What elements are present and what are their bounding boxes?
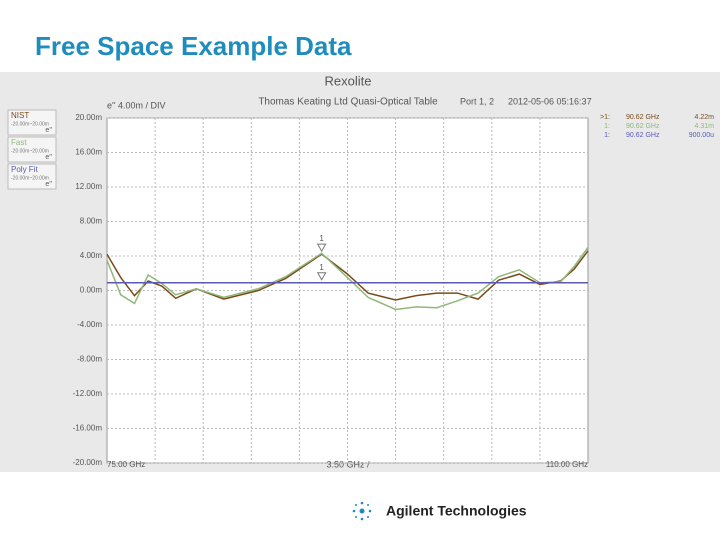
legend-format: e'' <box>45 127 52 134</box>
legend-box <box>7 136 57 163</box>
legend-scale: -20.00m~20.00m <box>11 121 49 127</box>
legend-name: NIST <box>11 111 29 120</box>
readout-id: 1: <box>604 132 610 139</box>
legend-box <box>7 163 57 190</box>
y-tick-label: 20.00m <box>75 113 102 122</box>
y-tick-label: -20.00m <box>73 458 103 467</box>
y-tick-label: 16.00m <box>75 148 102 157</box>
readout-value: 4.22m <box>695 114 715 121</box>
y-tick-label: 0.00m <box>80 286 103 295</box>
legend-box <box>7 109 57 136</box>
timestamp: 2012-05-06 05:16:37 <box>508 96 592 106</box>
chart-title: Rexolite <box>325 73 372 88</box>
x-tick-label: 75.00 GHz <box>107 460 145 469</box>
y-tick-label: 12.00m <box>75 182 102 191</box>
x-div-label: 3.50 GHz / <box>326 459 370 469</box>
marker-label: 1 <box>319 234 324 243</box>
y-tick-label: 8.00m <box>80 217 103 226</box>
readout-value: 4.31m <box>695 123 715 130</box>
legend-name: Fast <box>11 138 27 147</box>
legend-scale: -20.00m~20.00m <box>11 148 49 154</box>
readout-id: 1: <box>604 123 610 130</box>
y-scale-label: e'' 4.00m / DIV <box>107 100 165 110</box>
chart-subtitle: Thomas Keating Ltd Quasi-Optical Table <box>258 97 438 108</box>
legend-format: e'' <box>45 154 52 161</box>
series-line <box>106 250 589 301</box>
y-tick-label: -4.00m <box>77 320 102 329</box>
readout-freq: 90.62 GHz <box>626 123 660 130</box>
y-tick-label: -16.00m <box>73 424 103 433</box>
marker <box>316 272 327 281</box>
y-tick-label: 4.00m <box>80 251 103 260</box>
readout-freq: 90.62 GHz <box>626 132 660 139</box>
y-tick-label: -8.00m <box>77 355 102 364</box>
marker <box>316 243 327 253</box>
logo-text: Agilent Technologies <box>386 503 527 519</box>
port-label: Port 1, 2 <box>460 96 494 106</box>
readout-freq: 90.62 GHz <box>626 114 660 121</box>
legend-scale: -20.00m~20.00m <box>11 175 49 181</box>
x-tick-label: 110.00 GHz <box>546 460 588 469</box>
logo-icon <box>352 501 372 521</box>
y-tick-label: -12.00m <box>73 389 103 398</box>
readout-id: >1: <box>600 114 610 121</box>
readout-value: 900.00u <box>689 132 714 139</box>
page-title: Free Space Example Data <box>35 31 352 61</box>
legend-format: e'' <box>45 181 52 188</box>
legend-name: Poly Fit <box>11 165 38 174</box>
marker-label: 1 <box>319 263 324 272</box>
